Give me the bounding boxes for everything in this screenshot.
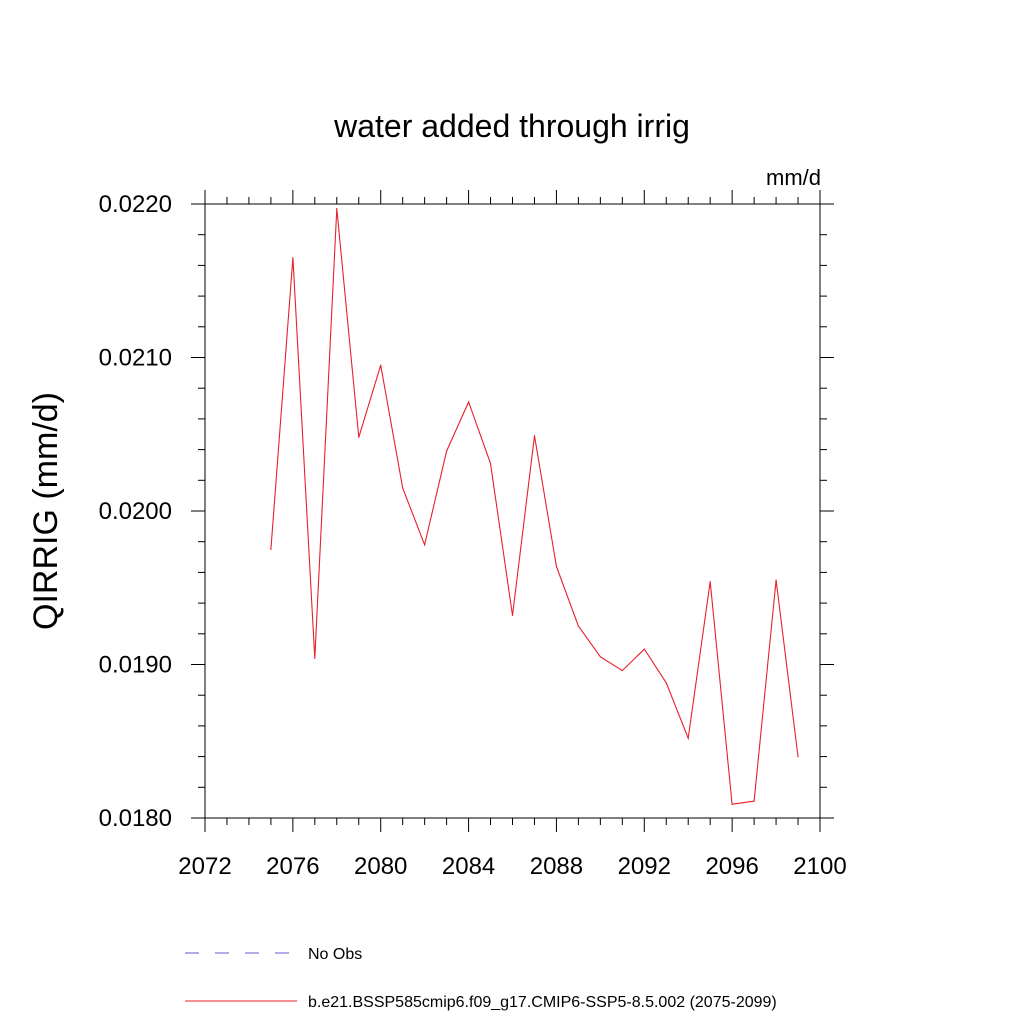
series-line-0: [270, 208, 799, 805]
y-tick-label: 0.0180: [99, 805, 172, 832]
data-point: [336, 208, 338, 210]
data-point: [467, 401, 470, 403]
data-point: [621, 670, 623, 672]
data-point: [775, 579, 777, 581]
data-point: [731, 803, 733, 805]
y-axis-label: QIRRIG (mm/d): [27, 392, 65, 630]
data-point: [314, 657, 316, 659]
data-point: [555, 565, 558, 567]
x-tick-label: 2072: [178, 853, 231, 880]
series-layer: [270, 208, 799, 805]
data-point: [402, 487, 404, 489]
data-point: [665, 682, 667, 684]
x-tick-label: 2084: [442, 853, 495, 880]
units-label: mm/d: [766, 165, 821, 190]
x-tick-label: 2096: [705, 853, 758, 880]
data-point: [687, 737, 689, 739]
data-point: [358, 436, 360, 438]
y-tick-label: 0.0190: [99, 652, 172, 679]
y-tick-label: 0.0220: [99, 191, 172, 218]
x-axis: 2072 2076 2080 2084 2088 2092 2096 2100: [178, 190, 847, 880]
data-point: [797, 756, 799, 758]
x-tick-label: 2080: [354, 853, 407, 880]
legend-label-no-obs: No Obs: [308, 946, 362, 963]
y-tick-label: 0.0200: [99, 498, 172, 525]
plot-frame: [204, 203, 821, 819]
y-tick-label: 0.0210: [99, 345, 172, 372]
data-point: [511, 614, 514, 616]
data-point: [753, 800, 755, 802]
legend-label-model: b.e21.BSSP585cmip6.f09_g17.CMIP6-SSP5-8.…: [308, 994, 777, 1011]
y-axis: 0.0180 0.0190 0.0200 0.0210 0.0220: [99, 191, 834, 832]
data-point: [292, 257, 294, 259]
data-point: [709, 581, 711, 583]
data-point: [533, 435, 536, 437]
data-point: [489, 462, 492, 465]
x-tick-label: 2076: [266, 853, 319, 880]
data-point: [643, 648, 645, 650]
x-tick-label: 2100: [793, 853, 846, 880]
chart-title: water added through irrig: [333, 108, 690, 144]
data-point: [577, 625, 579, 627]
data-point: [380, 364, 382, 366]
data-point: [599, 656, 601, 658]
x-tick-label: 2092: [618, 853, 671, 880]
data-point: [424, 544, 426, 546]
legend: No Obs b.e21.BSSP585cmip6.f09_g17.CMIP6-…: [185, 946, 777, 1011]
x-tick-label: 2088: [530, 853, 583, 880]
data-point: [446, 450, 448, 452]
data-point: [270, 548, 272, 550]
